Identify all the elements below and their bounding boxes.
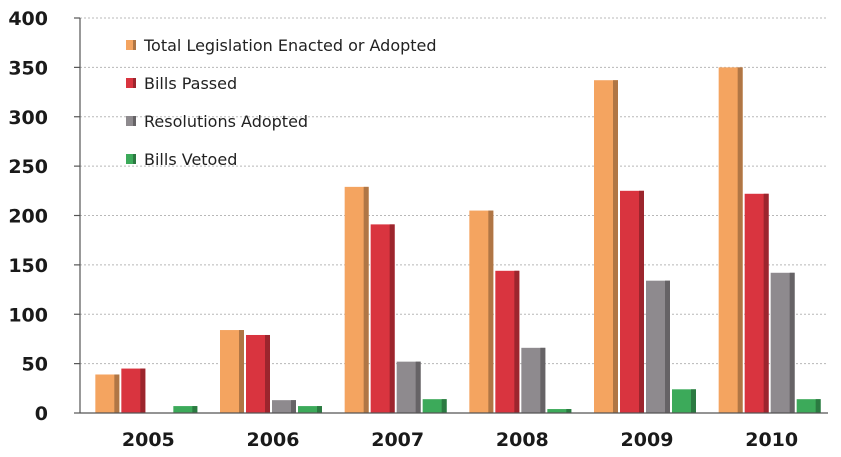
bar-edge <box>566 409 572 413</box>
bar-edge <box>363 186 369 413</box>
legend-label: Bills Vetoed <box>144 150 237 169</box>
legend-label: Bills Passed <box>144 74 237 93</box>
y-tick-label: 250 <box>8 156 48 178</box>
bar-bills-vetoed-2008 <box>547 409 572 413</box>
x-category-label: 2010 <box>745 429 798 451</box>
bar-edge <box>613 80 618 414</box>
x-axis-categories: 2005 2006 2007 2008 2009 2010 <box>122 429 798 451</box>
legend-swatch-edge <box>133 40 136 50</box>
bar-edge <box>488 210 494 413</box>
bar-bills-vetoed-2010 <box>796 399 821 413</box>
bar-edge <box>441 399 447 413</box>
bar-edge <box>763 193 769 413</box>
bar-edge <box>691 389 696 413</box>
bar-edge <box>415 361 421 413</box>
x-category-label: 2007 <box>371 429 424 451</box>
y-tick-label: 350 <box>8 57 48 79</box>
bar-edge <box>737 67 743 413</box>
bar-bills-vetoed-2005 <box>173 406 198 413</box>
bar-edge <box>389 224 395 413</box>
bar-bills-vetoed-2007 <box>422 399 447 413</box>
x-category-label: 2005 <box>122 429 175 451</box>
legend-label: Total Legislation Enacted or Adopted <box>143 36 437 55</box>
x-category-label: 2008 <box>496 429 549 451</box>
bar-edge <box>239 330 244 413</box>
legend-swatch <box>126 78 136 88</box>
bar-edge <box>192 406 198 413</box>
x-category-label: 2006 <box>247 429 300 451</box>
bar-edge <box>815 399 821 413</box>
bar-edge <box>291 400 296 413</box>
bar-edge <box>665 280 670 413</box>
y-axis-ticks: 0 50 100 150 200 250 300 350 400 <box>8 8 80 425</box>
x-category-label: 2009 <box>621 429 674 451</box>
y-tick-label: 200 <box>8 206 48 228</box>
bar-edge <box>639 190 644 413</box>
bar-edge <box>540 347 546 413</box>
bars <box>95 67 821 414</box>
bar-edge <box>789 272 795 413</box>
y-tick-label: 400 <box>8 8 48 30</box>
y-tick-label: 0 <box>35 403 48 425</box>
bar-resolutions-adopted-2006 <box>272 400 296 413</box>
legend-swatch <box>126 40 136 50</box>
bar-bills-vetoed-2009 <box>672 389 696 413</box>
legend-swatch <box>126 116 136 126</box>
gridlines <box>80 17 828 365</box>
y-tick-label: 100 <box>8 304 48 326</box>
legend-swatch-edge <box>133 78 136 88</box>
legend-swatch-edge <box>133 154 136 164</box>
bar-edge <box>514 270 520 413</box>
legend-label: Resolutions Adopted <box>144 112 308 131</box>
y-tick-label: 300 <box>8 107 48 129</box>
x-axis <box>79 18 828 414</box>
legend-swatch <box>126 154 136 164</box>
bar-bills-vetoed-2006 <box>298 406 322 413</box>
y-tick-label: 150 <box>8 255 48 277</box>
bar-edge <box>140 368 146 413</box>
bar-edge <box>265 334 270 413</box>
y-tick-label: 50 <box>22 354 48 376</box>
legend-swatch-edge <box>133 116 136 126</box>
legend: Total Legislation Enacted or Adopted Bill… <box>126 36 437 169</box>
bar-edge <box>317 406 322 413</box>
bar-edge <box>114 374 120 413</box>
